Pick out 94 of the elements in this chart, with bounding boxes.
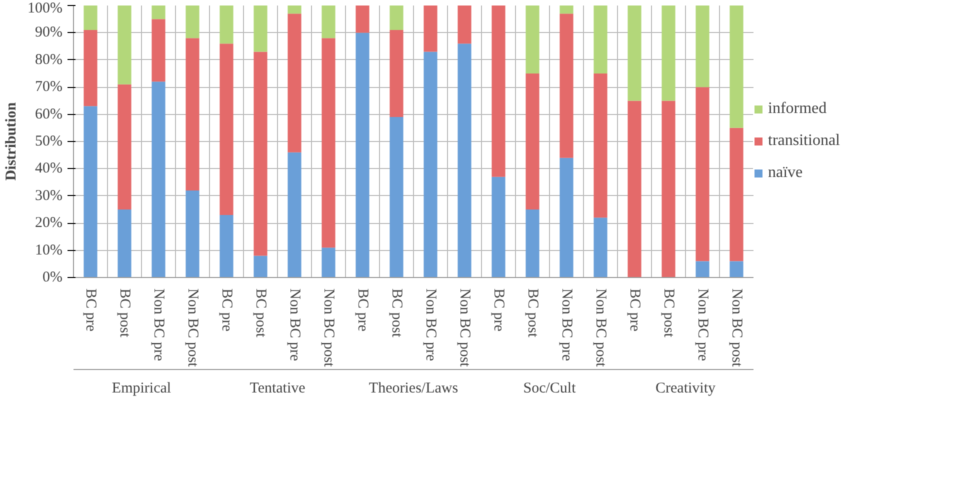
bar xyxy=(254,6,268,52)
bar xyxy=(526,74,540,210)
y-tick-label: 90% xyxy=(35,24,63,41)
bar xyxy=(526,210,540,278)
x-tick-label: Non BC post xyxy=(320,288,336,368)
bar xyxy=(458,44,472,278)
x-tick-label: Non BC post xyxy=(728,288,744,368)
x-tick-label: Non BC pre xyxy=(422,288,438,362)
bar xyxy=(288,14,302,152)
bar xyxy=(628,6,642,101)
text: Theories/Laws xyxy=(368,380,458,396)
bar xyxy=(730,128,744,262)
bar xyxy=(152,19,166,82)
x-tick-label: Non BC pre xyxy=(150,288,166,362)
y-tick-label: 10% xyxy=(35,242,63,258)
text: Empirical xyxy=(112,380,172,396)
bar xyxy=(322,248,336,278)
bar xyxy=(186,6,200,38)
bar xyxy=(390,30,404,118)
bar xyxy=(356,6,370,33)
bar xyxy=(356,32,370,278)
y-tick-label: 30% xyxy=(35,188,63,204)
bar xyxy=(254,52,268,256)
bar xyxy=(390,6,404,30)
bar xyxy=(118,210,132,278)
legend-label: informed xyxy=(768,100,827,118)
x-tick-label: BC pre xyxy=(218,288,234,332)
legend-label: transitional xyxy=(768,132,840,150)
y-tick-label: 60% xyxy=(35,106,63,122)
bar xyxy=(560,14,574,158)
bar xyxy=(84,6,98,30)
bar xyxy=(458,6,472,44)
bar xyxy=(424,6,438,52)
bar xyxy=(662,100,676,278)
bar xyxy=(84,106,98,278)
y-tick-label: 80% xyxy=(35,52,63,68)
bar xyxy=(152,6,166,20)
text: Soc/Cult xyxy=(523,380,577,396)
bar xyxy=(492,176,506,278)
bar xyxy=(254,256,268,278)
y-tick-label: 40% xyxy=(35,160,63,177)
bar xyxy=(288,152,302,278)
bar xyxy=(152,82,166,278)
bar xyxy=(492,6,506,177)
bar xyxy=(186,38,200,190)
x-tick-label: BC pre xyxy=(82,288,98,332)
bar xyxy=(696,6,710,88)
bar xyxy=(288,6,302,14)
bar xyxy=(696,87,710,262)
x-tick-label: BC pre xyxy=(626,288,642,332)
text: Tentative xyxy=(250,380,306,396)
y-tick-label: 100% xyxy=(28,0,63,16)
bar xyxy=(560,6,574,14)
bar xyxy=(594,218,608,278)
legend-label: naïve xyxy=(768,164,803,182)
bar xyxy=(594,74,608,218)
bar xyxy=(730,261,744,278)
bar xyxy=(390,117,404,278)
bar xyxy=(560,158,574,278)
y-tick-label: 70% xyxy=(35,79,63,96)
bar xyxy=(696,261,710,278)
x-tick-label: BC post xyxy=(660,288,676,338)
bar xyxy=(84,30,98,106)
bar xyxy=(322,38,336,248)
x-tick-label: Non BC pre xyxy=(694,288,710,362)
bar xyxy=(220,214,234,278)
x-tick-label: BC pre xyxy=(354,288,370,332)
x-tick-label: BC post xyxy=(252,288,268,338)
x-tick-label: Non BC pre xyxy=(286,288,302,362)
bar xyxy=(662,6,676,101)
x-tick-label: BC post xyxy=(524,288,540,338)
bar xyxy=(594,6,608,74)
bar xyxy=(628,100,642,278)
x-tick-label: BC pre xyxy=(490,288,506,332)
x-tick-label: Non BC pre xyxy=(558,288,574,362)
x-tick-label: Non BC post xyxy=(456,288,472,368)
y-tick-label: 50% xyxy=(35,134,63,150)
bar xyxy=(526,6,540,74)
x-tick-label: Non BC post xyxy=(592,288,608,368)
bar xyxy=(424,52,438,278)
y-axis-title: Distribution xyxy=(4,102,20,181)
bar xyxy=(118,6,132,84)
bar xyxy=(118,84,132,210)
x-tick-label: Non BC post xyxy=(184,288,200,368)
y-tick-label: 0% xyxy=(42,270,63,286)
y-tick-label: 20% xyxy=(35,215,63,232)
x-tick-label: BC post xyxy=(388,288,404,338)
bar xyxy=(322,6,336,38)
text: Creativity xyxy=(656,380,716,396)
bar xyxy=(730,6,744,128)
bar xyxy=(186,190,200,278)
bar xyxy=(220,44,234,215)
bar xyxy=(220,6,234,44)
x-tick-label: BC post xyxy=(116,288,132,338)
